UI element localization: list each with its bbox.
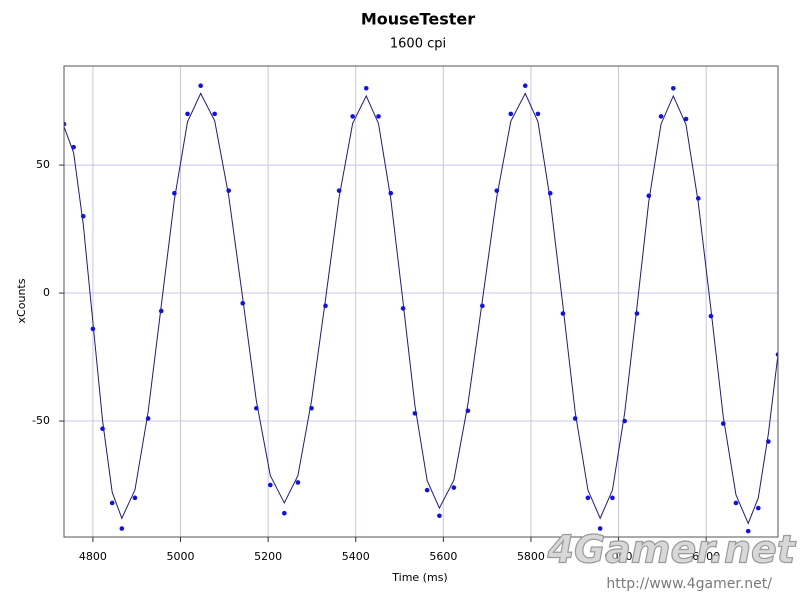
x-tick-label: 5800	[517, 550, 545, 563]
data-point	[119, 526, 125, 531]
data-point	[733, 500, 739, 506]
data-point	[708, 313, 714, 319]
y-tick-label: -50	[32, 414, 50, 427]
data-point	[671, 85, 676, 91]
data-point	[424, 487, 430, 493]
watermark: 4Gamer.net	[547, 528, 797, 572]
data-point	[100, 426, 105, 432]
plot-frame	[63, 65, 779, 538]
x-tick-label: 6200	[692, 550, 720, 563]
data-point	[295, 480, 301, 485]
data-point	[572, 416, 578, 421]
data-point	[198, 83, 203, 89]
data-point	[336, 188, 342, 193]
data-point	[158, 308, 164, 314]
data-point	[646, 193, 652, 199]
grid	[64, 66, 778, 537]
data-point	[658, 114, 664, 119]
data-point	[172, 190, 177, 196]
y-tick-label: 0	[43, 286, 50, 299]
data-point	[282, 510, 287, 516]
data-point	[350, 114, 355, 119]
data-point	[775, 352, 778, 357]
data-point	[212, 111, 217, 117]
data-point	[71, 144, 76, 150]
x-tick-label: 6000	[605, 550, 633, 563]
x-axis-label: Time (ms)	[391, 571, 447, 584]
data-point	[400, 306, 406, 311]
data-point	[309, 405, 314, 411]
data-point	[480, 303, 485, 309]
data-point	[597, 526, 603, 531]
y-axis-label: xCounts	[15, 278, 28, 323]
data-point	[494, 188, 500, 193]
data-point	[240, 300, 246, 306]
data-point	[745, 528, 751, 534]
data-point	[412, 411, 418, 416]
data-point	[720, 421, 726, 426]
data-point	[388, 190, 394, 196]
chart-subtitle: 1600 cpi	[390, 37, 446, 52]
data-point	[226, 188, 232, 193]
x-tick-label: 4800	[79, 550, 107, 563]
chart-title: MouseTester	[361, 10, 475, 29]
plot-background	[64, 66, 778, 537]
watermark-url: http://www.4gamer.net/	[606, 576, 772, 592]
axes: 4800 5000 5200 5400 5600 5800 6000 6200 -50 0 50	[32, 158, 720, 563]
x-tick-label: 5600	[429, 550, 457, 563]
data-point	[253, 405, 259, 411]
data-point	[508, 111, 514, 117]
data-point	[622, 418, 627, 424]
data-point	[363, 85, 369, 91]
data-point	[465, 408, 471, 414]
data-point	[145, 416, 151, 421]
data-point	[64, 121, 67, 127]
data-point	[610, 495, 615, 501]
data-point	[268, 482, 273, 488]
data-point	[185, 111, 190, 117]
data-point	[437, 513, 442, 519]
data-point	[560, 311, 566, 316]
data-point	[522, 83, 528, 89]
data-point	[132, 495, 138, 501]
data-point	[80, 213, 86, 219]
data-point	[90, 326, 96, 332]
data-point	[109, 500, 115, 506]
data-point	[695, 196, 701, 201]
data-point	[766, 439, 771, 444]
data-point	[585, 495, 591, 501]
data-point	[376, 114, 381, 119]
y-tick-label: 50	[36, 158, 50, 171]
x-tick-label: 5000	[167, 550, 195, 563]
data-point	[634, 311, 640, 316]
x-tick-label: 5400	[342, 550, 370, 563]
data-point	[451, 485, 457, 490]
x-tick-label: 5200	[254, 550, 282, 563]
data-point	[323, 303, 328, 309]
data-point	[755, 505, 761, 511]
data-point	[535, 111, 541, 117]
marks	[64, 83, 778, 534]
data-point	[683, 116, 689, 122]
data-line	[64, 92, 778, 525]
data-point	[547, 190, 553, 196]
